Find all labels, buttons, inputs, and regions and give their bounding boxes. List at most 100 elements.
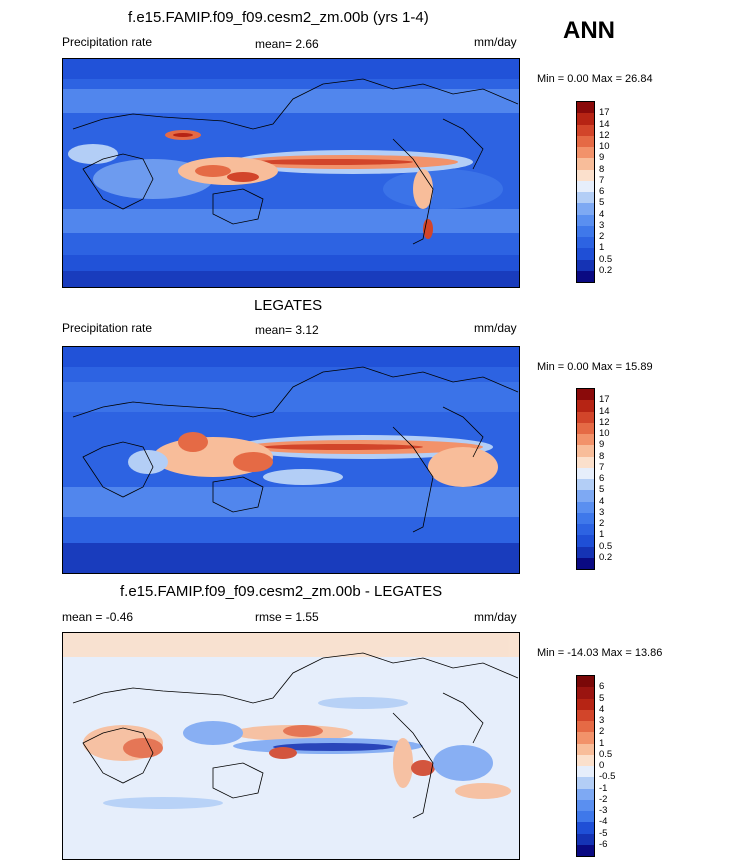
colorbar-swatch bbox=[577, 467, 594, 479]
colorbar-swatch bbox=[577, 799, 594, 811]
colorbar-tick-label: 1 bbox=[599, 737, 605, 749]
panel1-mean-label: mean= 2.66 bbox=[255, 37, 319, 51]
panel2-minmax: Min = 0.00 Max = 15.89 bbox=[537, 361, 653, 373]
panel2-colorbar: 0.2 0.5 1 2 3 4 5 6 7 8 9 10 12 14 17 bbox=[576, 388, 636, 570]
colorbar-tick-label: -0.5 bbox=[599, 771, 616, 783]
panel3-colorbar: -6 -5 -4 -3 -2 -1 -0.5 0 0.5 1 2 3 4 5 6 bbox=[576, 675, 636, 857]
colorbar-tick-label: 2 bbox=[599, 518, 605, 529]
colorbar-swatch bbox=[577, 411, 594, 423]
colorbar-swatch bbox=[577, 479, 594, 491]
colorbar-swatch bbox=[577, 147, 594, 159]
panel3-map bbox=[62, 632, 520, 860]
season-label: ANN bbox=[563, 17, 615, 44]
colorbar-swatch bbox=[577, 732, 594, 744]
colorbar-tick-label: -4 bbox=[599, 816, 608, 828]
colorbar-swatch bbox=[577, 422, 594, 434]
colorbar-swatch bbox=[577, 456, 594, 468]
panel1-units-label: mm/day bbox=[474, 35, 517, 49]
colorbar-tick-label: 12 bbox=[599, 129, 610, 141]
colorbar-tick-label: 10 bbox=[599, 428, 610, 439]
colorbar-tick-label: 8 bbox=[599, 163, 605, 175]
colorbar-swatch bbox=[577, 102, 594, 114]
colorbar-tick-label: 7 bbox=[599, 174, 605, 186]
colorbar-tick-label: 2 bbox=[599, 231, 605, 242]
colorbar-tick-label: 3 bbox=[599, 506, 605, 518]
colorbar-swatch bbox=[577, 389, 594, 401]
colorbar-swatch bbox=[577, 225, 594, 237]
colorbar-swatch bbox=[577, 445, 594, 457]
colorbar-tick-label: 0.2 bbox=[599, 264, 613, 276]
panel1-minmax: Min = 0.00 Max = 26.84 bbox=[537, 73, 653, 85]
colorbar-tick-label: -5 bbox=[599, 827, 608, 839]
colorbar-swatch bbox=[577, 192, 594, 204]
colorbar-swatch bbox=[577, 777, 594, 789]
colorbar-tick-label: 0.5 bbox=[599, 748, 613, 760]
colorbar-tick-label: 0.2 bbox=[599, 551, 613, 563]
colorbar-tick-label: 5 bbox=[599, 484, 605, 496]
colorbar-tick-label: 2 bbox=[599, 726, 605, 738]
panel2-title: LEGATES bbox=[254, 297, 323, 314]
panel1-map bbox=[62, 58, 520, 288]
colorbar-tick-label: 6 bbox=[599, 681, 605, 693]
colorbar-swatch bbox=[577, 766, 594, 778]
panel1-variable-label: Precipitation rate bbox=[62, 35, 153, 49]
colorbar-swatch bbox=[577, 490, 594, 502]
colorbar-tick-label: 7 bbox=[599, 461, 605, 473]
colorbar-tick-label: 0.5 bbox=[599, 253, 613, 265]
colorbar-swatch bbox=[577, 844, 594, 856]
colorbar-tick-label: 4 bbox=[599, 495, 605, 507]
panel3-colorbar-swatches bbox=[576, 675, 595, 857]
colorbar-tick-label: 3 bbox=[599, 219, 605, 231]
colorbar-swatch bbox=[577, 248, 594, 260]
colorbar-swatch bbox=[577, 743, 594, 755]
colorbar-swatch bbox=[577, 434, 594, 446]
colorbar-swatch bbox=[577, 512, 594, 524]
colorbar-swatch bbox=[577, 259, 594, 271]
colorbar-tick-label: 9 bbox=[599, 439, 605, 451]
colorbar-tick-label: 5 bbox=[599, 692, 605, 704]
colorbar-swatch bbox=[577, 535, 594, 547]
colorbar-tick-label: 1 bbox=[599, 529, 605, 541]
colorbar-tick-label: 6 bbox=[599, 473, 605, 484]
colorbar-tick-label: -2 bbox=[599, 793, 608, 805]
colorbar-tick-label: 14 bbox=[599, 118, 610, 130]
colorbar-tick-label: 17 bbox=[599, 394, 610, 406]
colorbar-swatch bbox=[577, 709, 594, 721]
colorbar-tick-label: 14 bbox=[599, 405, 610, 417]
colorbar-swatch bbox=[577, 833, 594, 845]
colorbar-swatch bbox=[577, 546, 594, 558]
colorbar-tick-label: 10 bbox=[599, 141, 610, 152]
colorbar-tick-label: 12 bbox=[599, 416, 610, 428]
panel2-variable-label: Precipitation rate bbox=[62, 321, 153, 335]
colorbar-swatch bbox=[577, 203, 594, 215]
colorbar-tick-label: 3 bbox=[599, 715, 605, 726]
colorbar-swatch bbox=[577, 811, 594, 823]
colorbar-tick-label: 8 bbox=[599, 450, 605, 462]
colorbar-tick-label: 6 bbox=[599, 186, 605, 197]
colorbar-swatch bbox=[577, 501, 594, 513]
panel1-colorbar-swatches bbox=[576, 101, 595, 283]
colorbar-swatch bbox=[577, 676, 594, 688]
panel1-title: f.e15.FAMIP.f09_f09.cesm2_zm.00b (yrs 1-… bbox=[128, 9, 429, 26]
colorbar-swatch bbox=[577, 524, 594, 536]
panel2-units-label: mm/day bbox=[474, 321, 517, 335]
colorbar-tick-label: -3 bbox=[599, 805, 608, 816]
panel2-map bbox=[62, 346, 520, 574]
colorbar-swatch bbox=[577, 698, 594, 710]
colorbar-tick-label: 9 bbox=[599, 152, 605, 164]
panel1-colorbar: 0.2 0.5 1 2 3 4 5 6 7 8 9 10 12 14 17 bbox=[576, 101, 636, 283]
panel2-mean-label: mean= 3.12 bbox=[255, 323, 319, 337]
panel3-rmse-label: rmse = 1.55 bbox=[255, 610, 319, 624]
panel2-colorbar-swatches bbox=[576, 388, 595, 570]
panel3-minmax: Min = -14.03 Max = 13.86 bbox=[537, 647, 663, 659]
colorbar-swatch bbox=[577, 237, 594, 249]
panel3-units-label: mm/day bbox=[474, 610, 517, 624]
colorbar-tick-label: 5 bbox=[599, 197, 605, 209]
colorbar-swatch bbox=[577, 687, 594, 699]
colorbar-swatch bbox=[577, 270, 594, 282]
colorbar-tick-label: 1 bbox=[599, 242, 605, 254]
panel3-mean-label: mean = -0.46 bbox=[62, 610, 134, 624]
colorbar-swatch bbox=[577, 169, 594, 181]
colorbar-tick-label: 4 bbox=[599, 208, 605, 220]
panel3-title: f.e15.FAMIP.f09_f09.cesm2_zm.00b - LEGAT… bbox=[120, 583, 443, 600]
